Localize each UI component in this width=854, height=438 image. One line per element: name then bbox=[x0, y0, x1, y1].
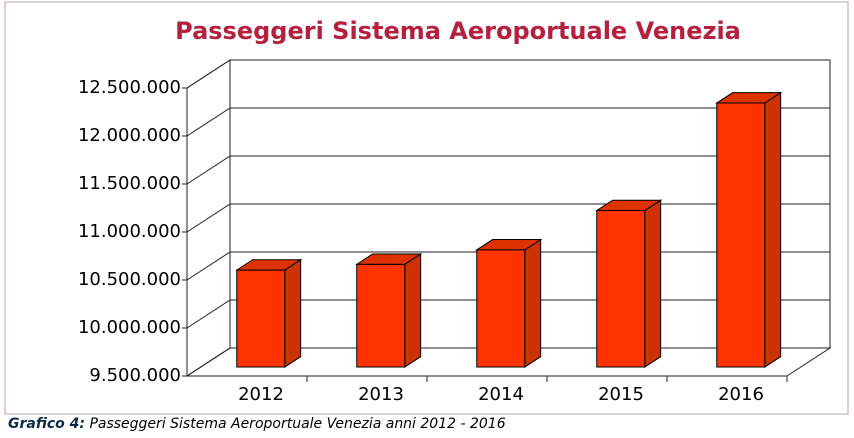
bar bbox=[475, 238, 543, 368]
bar bbox=[355, 253, 423, 368]
chart-title: Passeggeri Sistema Aeroportuale Venezia bbox=[175, 17, 741, 45]
x-tick-label: 2013 bbox=[358, 384, 404, 405]
x-tick-label: 2014 bbox=[478, 384, 524, 405]
x-tick-label: 2015 bbox=[598, 384, 644, 405]
grid-line bbox=[182, 107, 830, 137]
bar-side bbox=[644, 199, 662, 368]
grid-line bbox=[182, 59, 830, 89]
caption-text: Passeggeri Sistema Aeroportuale Venezia … bbox=[85, 416, 506, 432]
y-tick-label: 10.000.000 bbox=[78, 317, 181, 338]
y-tick-label: 12.000.000 bbox=[78, 125, 181, 146]
bar bbox=[595, 199, 663, 368]
y-tick-label: 9.500.000 bbox=[89, 365, 181, 386]
bar-side bbox=[404, 253, 422, 368]
bar bbox=[715, 91, 783, 368]
caption: Grafico 4: Passeggeri Sistema Aeroportua… bbox=[8, 416, 506, 432]
caption-label: Grafico 4: bbox=[8, 416, 85, 432]
y-tick-label: 12.500.000 bbox=[78, 77, 181, 98]
chart-frame bbox=[4, 1, 849, 415]
bar-front bbox=[236, 269, 286, 368]
bar-side bbox=[524, 238, 542, 368]
bar-front bbox=[716, 102, 766, 368]
grid-line bbox=[182, 155, 830, 185]
bar bbox=[235, 258, 303, 368]
grid-line bbox=[182, 203, 830, 233]
bar-side bbox=[764, 91, 782, 368]
x-tick-label: 2012 bbox=[238, 384, 284, 405]
bar-front bbox=[476, 249, 526, 368]
x-tick-label: 2016 bbox=[718, 384, 764, 405]
bar-front bbox=[356, 263, 406, 368]
bar-side bbox=[284, 258, 302, 368]
y-tick-label: 11.000.000 bbox=[78, 221, 181, 242]
bar-front bbox=[596, 210, 646, 368]
y-tick-label: 10.500.000 bbox=[78, 269, 181, 290]
y-tick-label: 11.500.000 bbox=[78, 173, 181, 194]
